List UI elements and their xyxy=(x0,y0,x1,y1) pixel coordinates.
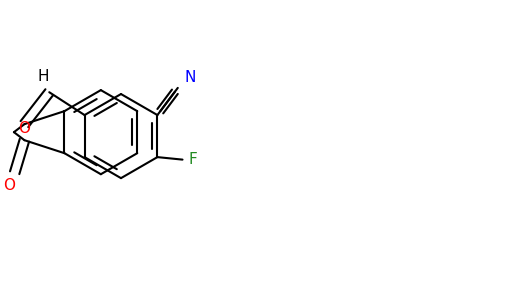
Text: N: N xyxy=(184,70,196,85)
Text: F: F xyxy=(188,152,198,167)
Text: O: O xyxy=(18,121,30,136)
Text: O: O xyxy=(3,178,15,193)
Text: H: H xyxy=(37,69,49,84)
